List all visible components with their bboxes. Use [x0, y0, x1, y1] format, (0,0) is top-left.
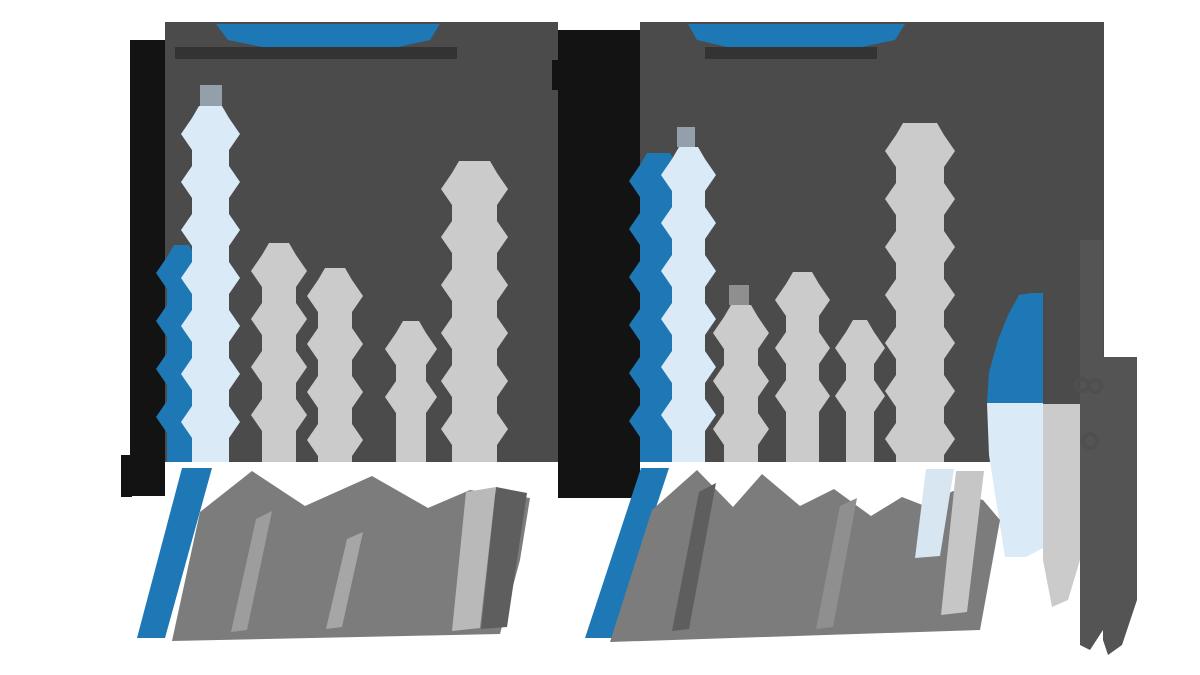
- right-chart-bar-4-gray: [775, 272, 830, 462]
- right-chart-far-right-dark-band-b: [1103, 357, 1137, 655]
- right-chart-xlabel-streak-paleblue: [915, 469, 954, 558]
- right-chart-xlabel-streak-light: [941, 471, 984, 615]
- left-chart-xlabel-streak-light: [452, 487, 496, 631]
- left-chart-xlabel-blue-band: [137, 468, 212, 638]
- right-chart-far-right-blue-block: [987, 293, 1043, 403]
- right-chart-bar-2-lightblue-cap: [677, 127, 695, 147]
- right-chart-yaxis-label-blob: [558, 30, 640, 498]
- right-chart-yaxis-label-blob-edge: [552, 60, 560, 90]
- right-chart-xlabel-blue-band: [585, 468, 669, 638]
- left-chart-bar-5-gray: [385, 321, 437, 462]
- right-chart-bar-2-lightblue: [661, 147, 716, 462]
- right-chart-side-glyph-3: [1081, 432, 1099, 450]
- right-chart-bar-6-gray: [885, 123, 955, 462]
- left-chart-yaxis-label-blob-edge: [121, 455, 132, 497]
- right-chart-xlabel-streak-dark: [672, 483, 716, 631]
- right-chart-xlabel-streak-mid: [816, 498, 857, 629]
- left-chart-xlabel-streak-mid-1: [231, 511, 272, 632]
- left-chart-xlabel-streak-mid-2: [326, 532, 363, 629]
- right-chart-far-right-lightblue-block: [987, 403, 1043, 557]
- right-chart-side-glyph-2: [1087, 378, 1103, 394]
- left-chart-bar-2-lightblue: [181, 106, 240, 462]
- right-chart-bar-3-gray-cap: [729, 285, 749, 305]
- left-chart-xlabel-streak-dark: [481, 487, 527, 629]
- left-chart-bar-2-lightblue-cap: [200, 85, 222, 106]
- left-chart-subtitle-blob: [175, 47, 457, 59]
- right-chart-bar-5-gray: [835, 320, 885, 462]
- right-chart-title-blob: [688, 24, 905, 47]
- left-chart-bar-4-gray: [307, 268, 363, 462]
- left-chart-title-blob: [216, 24, 440, 47]
- left-chart-bar-6-gray: [441, 161, 508, 462]
- right-chart-bar-3-gray: [713, 305, 769, 462]
- right-chart-far-right-dark-band-a: [1080, 240, 1103, 650]
- right-chart-subtitle-blob: [705, 47, 877, 59]
- left-chart-bar-3-gray: [251, 243, 307, 462]
- right-chart-far-right-lightgray-band: [1043, 404, 1080, 607]
